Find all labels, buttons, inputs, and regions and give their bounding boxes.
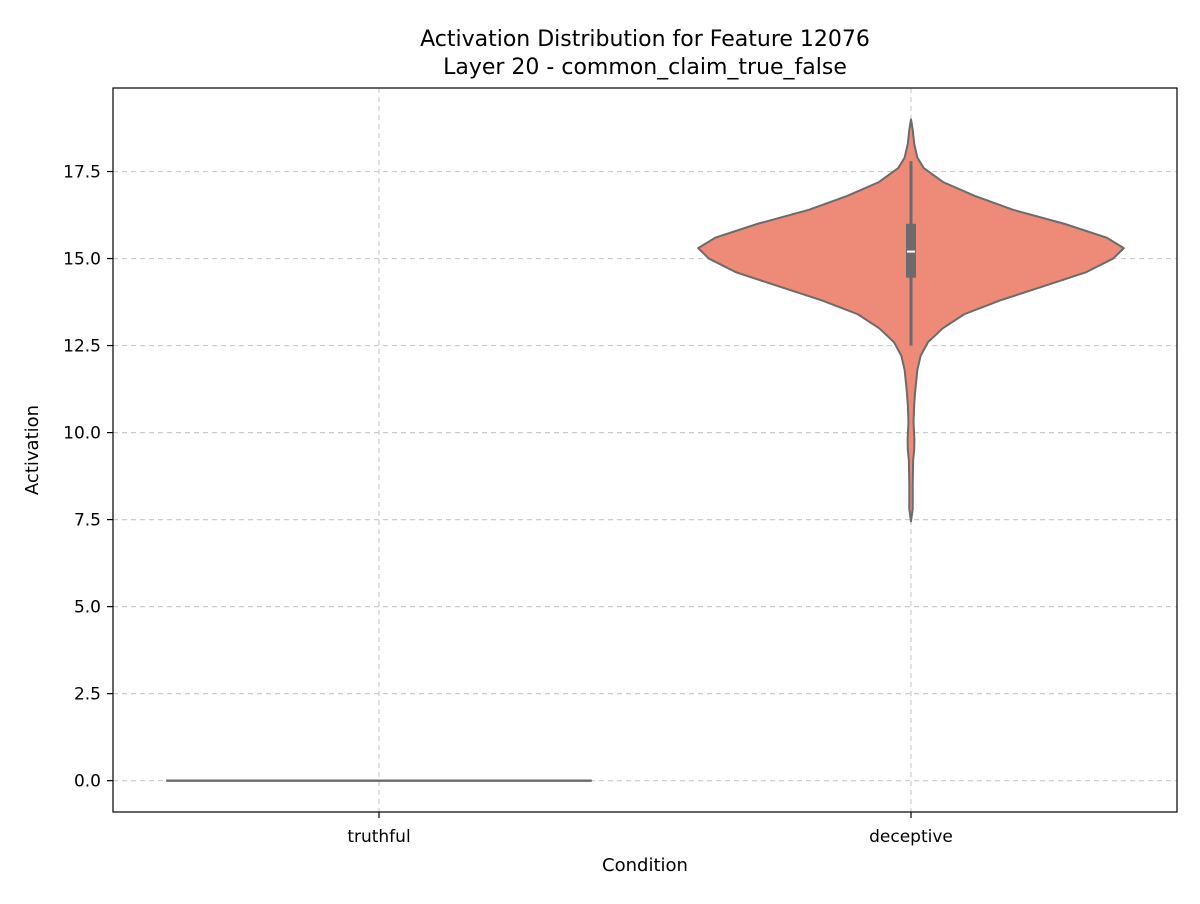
y-tick-label: 5.0 (74, 598, 101, 618)
x-tick-label: deceptive (869, 827, 953, 847)
x-axis-label: Condition (602, 855, 688, 876)
y-tick-label: 10.0 (63, 424, 101, 444)
y-tick-label: 12.5 (63, 337, 101, 357)
violins (166, 118, 1125, 782)
y-tick-label: 7.5 (74, 511, 101, 531)
y-tick-label: 2.5 (74, 685, 101, 705)
chart-subtitle: Layer 20 - common_claim_true_false (443, 55, 847, 80)
y-tick-label: 15.0 (63, 250, 101, 270)
chart-title: Activation Distribution for Feature 1207… (420, 27, 870, 52)
y-axis-label: Activation (22, 405, 43, 495)
x-tick-label: truthful (347, 827, 410, 847)
plot-frame (112, 87, 1178, 813)
grid-lines (113, 88, 1177, 812)
y-tick-label: 17.5 (63, 163, 101, 183)
axis-ticks: 0.0 2.5 5.0 7.5 10.0 12.5 15.0 17.5 truthful dece… (63, 163, 953, 847)
y-tick-label: 0.0 (74, 772, 101, 792)
